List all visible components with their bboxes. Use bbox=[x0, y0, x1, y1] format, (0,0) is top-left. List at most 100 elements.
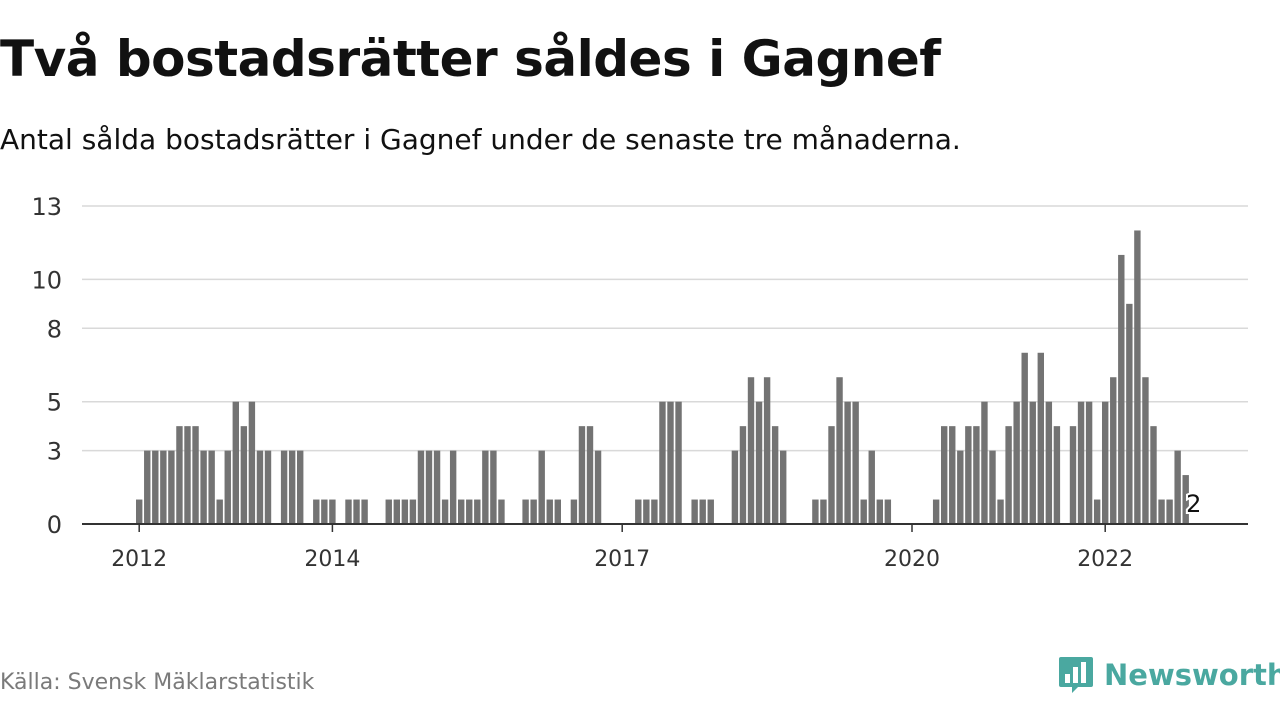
bar bbox=[820, 499, 827, 524]
bar bbox=[699, 499, 706, 524]
y-tick-label: 0 bbox=[47, 511, 62, 539]
bar bbox=[248, 401, 256, 524]
bar bbox=[216, 499, 223, 524]
source-note: Källa: Svensk Mäklarstatistik bbox=[0, 670, 315, 695]
bar bbox=[1126, 303, 1133, 524]
bar bbox=[433, 450, 441, 524]
bar bbox=[739, 426, 747, 524]
bar bbox=[441, 499, 449, 524]
bar bbox=[1134, 230, 1141, 524]
bar bbox=[530, 499, 537, 524]
bar bbox=[385, 499, 392, 524]
brand-name: Newsworthy bbox=[1104, 658, 1280, 692]
bar bbox=[763, 377, 771, 524]
bar bbox=[1093, 499, 1101, 524]
bar bbox=[981, 401, 988, 524]
bar bbox=[401, 499, 409, 524]
y-tick-label: 13 bbox=[31, 193, 62, 221]
bar bbox=[1085, 401, 1093, 524]
x-tick-label: 2022 bbox=[1077, 547, 1133, 572]
x-tick-label: 2020 bbox=[884, 547, 940, 572]
bar bbox=[240, 426, 248, 524]
bar bbox=[675, 401, 682, 524]
bar bbox=[176, 426, 183, 524]
bar bbox=[313, 499, 320, 524]
bar bbox=[297, 450, 304, 524]
bar bbox=[1045, 401, 1053, 524]
bar-chart-icon bbox=[1059, 657, 1093, 693]
bar bbox=[1005, 426, 1012, 524]
bar bbox=[1053, 426, 1061, 524]
bar bbox=[780, 450, 787, 524]
y-tick-label: 8 bbox=[47, 315, 62, 343]
bar bbox=[747, 377, 755, 524]
bar bbox=[586, 426, 594, 524]
bar bbox=[1021, 352, 1028, 524]
y-tick-label: 3 bbox=[47, 438, 62, 466]
bar bbox=[466, 499, 473, 524]
bar bbox=[997, 499, 1004, 524]
bar bbox=[868, 450, 875, 524]
bar bbox=[667, 401, 674, 524]
bar bbox=[828, 426, 835, 524]
x-tick-label: 2017 bbox=[594, 547, 650, 572]
bar bbox=[570, 499, 578, 524]
bar bbox=[144, 450, 151, 524]
bar bbox=[949, 426, 956, 524]
bar bbox=[876, 499, 883, 524]
bar bbox=[353, 499, 360, 524]
highlight-value-label: 2 bbox=[1186, 490, 1201, 518]
bar bbox=[852, 401, 859, 524]
bar bbox=[1013, 401, 1020, 524]
bar bbox=[941, 426, 948, 524]
bar bbox=[844, 401, 851, 524]
bar bbox=[651, 499, 658, 524]
bar bbox=[280, 450, 288, 524]
bar bbox=[482, 450, 489, 524]
bar bbox=[973, 426, 980, 524]
y-tick-label: 5 bbox=[47, 389, 62, 417]
bar bbox=[1142, 377, 1149, 524]
bar bbox=[1174, 450, 1181, 524]
bar bbox=[932, 499, 940, 524]
bar bbox=[1102, 401, 1109, 524]
bar bbox=[498, 499, 505, 524]
bar bbox=[812, 499, 819, 524]
bar bbox=[192, 426, 199, 524]
bar bbox=[538, 450, 545, 524]
bar bbox=[361, 499, 368, 524]
bar bbox=[264, 450, 272, 524]
bar bbox=[1182, 475, 1189, 524]
chart-title: Två bostadsrätter såldes i Gagnef bbox=[0, 30, 941, 88]
bar bbox=[152, 450, 159, 524]
x-tick-label: 2012 bbox=[111, 547, 167, 572]
bar bbox=[458, 499, 465, 524]
bar bbox=[884, 499, 892, 524]
bar bbox=[329, 499, 336, 524]
bar-chart: 0 3 5 8 10 13 2012 2014 2017 2020 2022 2 bbox=[31, 193, 1248, 572]
bar bbox=[957, 450, 964, 524]
bar bbox=[1037, 352, 1044, 524]
bar bbox=[136, 499, 143, 524]
bar bbox=[755, 401, 763, 524]
bar bbox=[836, 377, 843, 524]
bar bbox=[160, 450, 167, 524]
bar bbox=[860, 499, 867, 524]
axes bbox=[82, 523, 1248, 532]
bar bbox=[1158, 499, 1165, 524]
x-tick-label: 2014 bbox=[304, 547, 360, 572]
bar bbox=[288, 450, 296, 524]
bar bbox=[546, 499, 553, 524]
bar bbox=[1110, 377, 1117, 524]
bar bbox=[256, 450, 264, 524]
bar bbox=[232, 401, 239, 524]
bar bbox=[168, 450, 175, 524]
bar bbox=[474, 499, 481, 524]
bar bbox=[345, 499, 352, 524]
bar bbox=[1029, 401, 1036, 524]
bar bbox=[1118, 254, 1125, 524]
bar bbox=[594, 450, 602, 524]
bar bbox=[200, 450, 207, 524]
bar bbox=[1069, 426, 1077, 524]
bar bbox=[1166, 499, 1173, 524]
